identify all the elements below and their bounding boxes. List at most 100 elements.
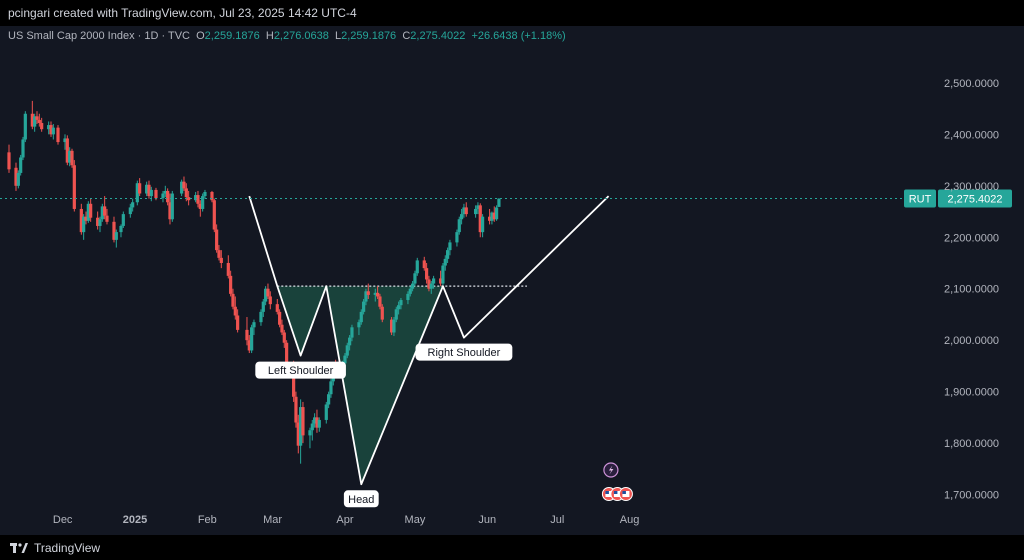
- x-tick-label: Jul: [550, 514, 564, 526]
- candle: [278, 309, 282, 328]
- candle: [201, 193, 205, 212]
- candle: [226, 255, 230, 279]
- candle-body: [105, 215, 109, 222]
- candle-body: [345, 345, 349, 356]
- candle-body: [184, 188, 188, 198]
- creator-credit: pcingari created with TradingView.com, J…: [8, 6, 357, 20]
- candle: [294, 391, 298, 428]
- candle: [457, 216, 461, 235]
- candle: [40, 117, 44, 132]
- candle-body: [392, 319, 396, 333]
- candle: [68, 147, 72, 167]
- candle: [121, 211, 125, 228]
- candle: [212, 198, 216, 233]
- candle-body: [464, 207, 468, 215]
- candle: [138, 178, 142, 197]
- candle: [427, 275, 431, 292]
- pattern-label[interactable]: Head: [343, 490, 379, 508]
- candlestick-chart[interactable]: RUT 2,275.4022 2,500.0000 2,400.0000 2,300.…: [0, 26, 1024, 535]
- candle: [464, 202, 468, 217]
- price-tag: [938, 189, 1012, 208]
- candle-body: [476, 205, 480, 209]
- label-text: Right Shoulder: [428, 347, 501, 359]
- candle-body: [462, 207, 466, 215]
- candle-body: [259, 311, 263, 323]
- candle: [345, 342, 349, 359]
- close-value: 2,275.4022: [410, 30, 466, 42]
- candle: [259, 309, 263, 326]
- candle-body: [366, 291, 370, 295]
- candle: [296, 414, 300, 454]
- y-tick-label: 1,900.0000: [944, 387, 999, 399]
- candle-body: [261, 301, 265, 312]
- low-label: L: [335, 30, 342, 42]
- candle-body: [422, 260, 426, 269]
- candle: [16, 170, 20, 189]
- candle-body: [439, 278, 443, 284]
- candle: [163, 185, 167, 198]
- candle: [203, 189, 207, 199]
- candle-body: [161, 193, 165, 199]
- candle: [170, 190, 174, 222]
- candle: [264, 286, 268, 306]
- candle-body: [86, 203, 90, 221]
- candle-body: [380, 306, 384, 320]
- candle: [422, 256, 426, 271]
- candle: [236, 309, 240, 333]
- candle: [357, 319, 361, 336]
- close-label: C: [402, 30, 411, 42]
- pattern-label[interactable]: Left Shoulder: [255, 361, 346, 379]
- flag-canton-icon: [605, 491, 609, 494]
- candle: [266, 283, 270, 300]
- candle: [310, 419, 314, 441]
- candle: [215, 224, 219, 253]
- candle-body: [411, 283, 415, 289]
- y-tick-label: 2,100.0000: [944, 284, 999, 296]
- candle-body: [65, 138, 69, 163]
- candle-body: [324, 404, 328, 420]
- candle-body: [210, 191, 214, 201]
- candle-body: [203, 191, 207, 197]
- tradingview-brand[interactable]: TradingView: [10, 541, 100, 555]
- candle: [282, 329, 286, 348]
- annotation-layer: Left Shoulder Head Right Shoulder: [255, 343, 513, 508]
- candle: [313, 413, 317, 428]
- candle-body: [84, 216, 88, 221]
- candle-body: [236, 315, 240, 330]
- candle: [376, 286, 380, 300]
- candle: [19, 154, 23, 176]
- candle-body: [21, 139, 25, 158]
- candle: [359, 309, 363, 325]
- label-box: [255, 361, 346, 379]
- candle-body: [23, 113, 27, 140]
- us-flag-event-icon[interactable]: [618, 487, 633, 501]
- candle: [245, 317, 249, 346]
- candle-body: [264, 288, 268, 302]
- candle-body: [128, 207, 132, 215]
- y-tick-label: 2,200.0000: [944, 232, 999, 244]
- candle: [366, 283, 370, 300]
- candle: [476, 202, 480, 215]
- pattern-label[interactable]: Right Shoulder: [415, 343, 513, 361]
- pattern-trendline[interactable]: [248, 195, 610, 486]
- candle: [37, 113, 41, 127]
- candle-body: [154, 189, 158, 199]
- candle-body: [474, 208, 478, 215]
- candle: [425, 262, 429, 284]
- candle: [478, 203, 482, 238]
- symbol-label[interactable]: US Small Cap 2000 Index · 1D · TVC: [8, 30, 190, 42]
- candle: [261, 299, 265, 318]
- candle-body: [247, 340, 251, 351]
- candle-body: [282, 332, 286, 343]
- candle-body: [278, 311, 282, 325]
- candle: [135, 180, 139, 206]
- event-icons[interactable]: [601, 462, 633, 501]
- candle-body: [308, 430, 312, 436]
- candle-body: [149, 189, 153, 197]
- head-and-shoulders-fill: [277, 286, 443, 485]
- candle-body: [425, 268, 429, 280]
- open-label: O: [196, 30, 205, 42]
- candle: [98, 216, 102, 233]
- candle: [406, 291, 410, 305]
- candle-body: [317, 419, 321, 428]
